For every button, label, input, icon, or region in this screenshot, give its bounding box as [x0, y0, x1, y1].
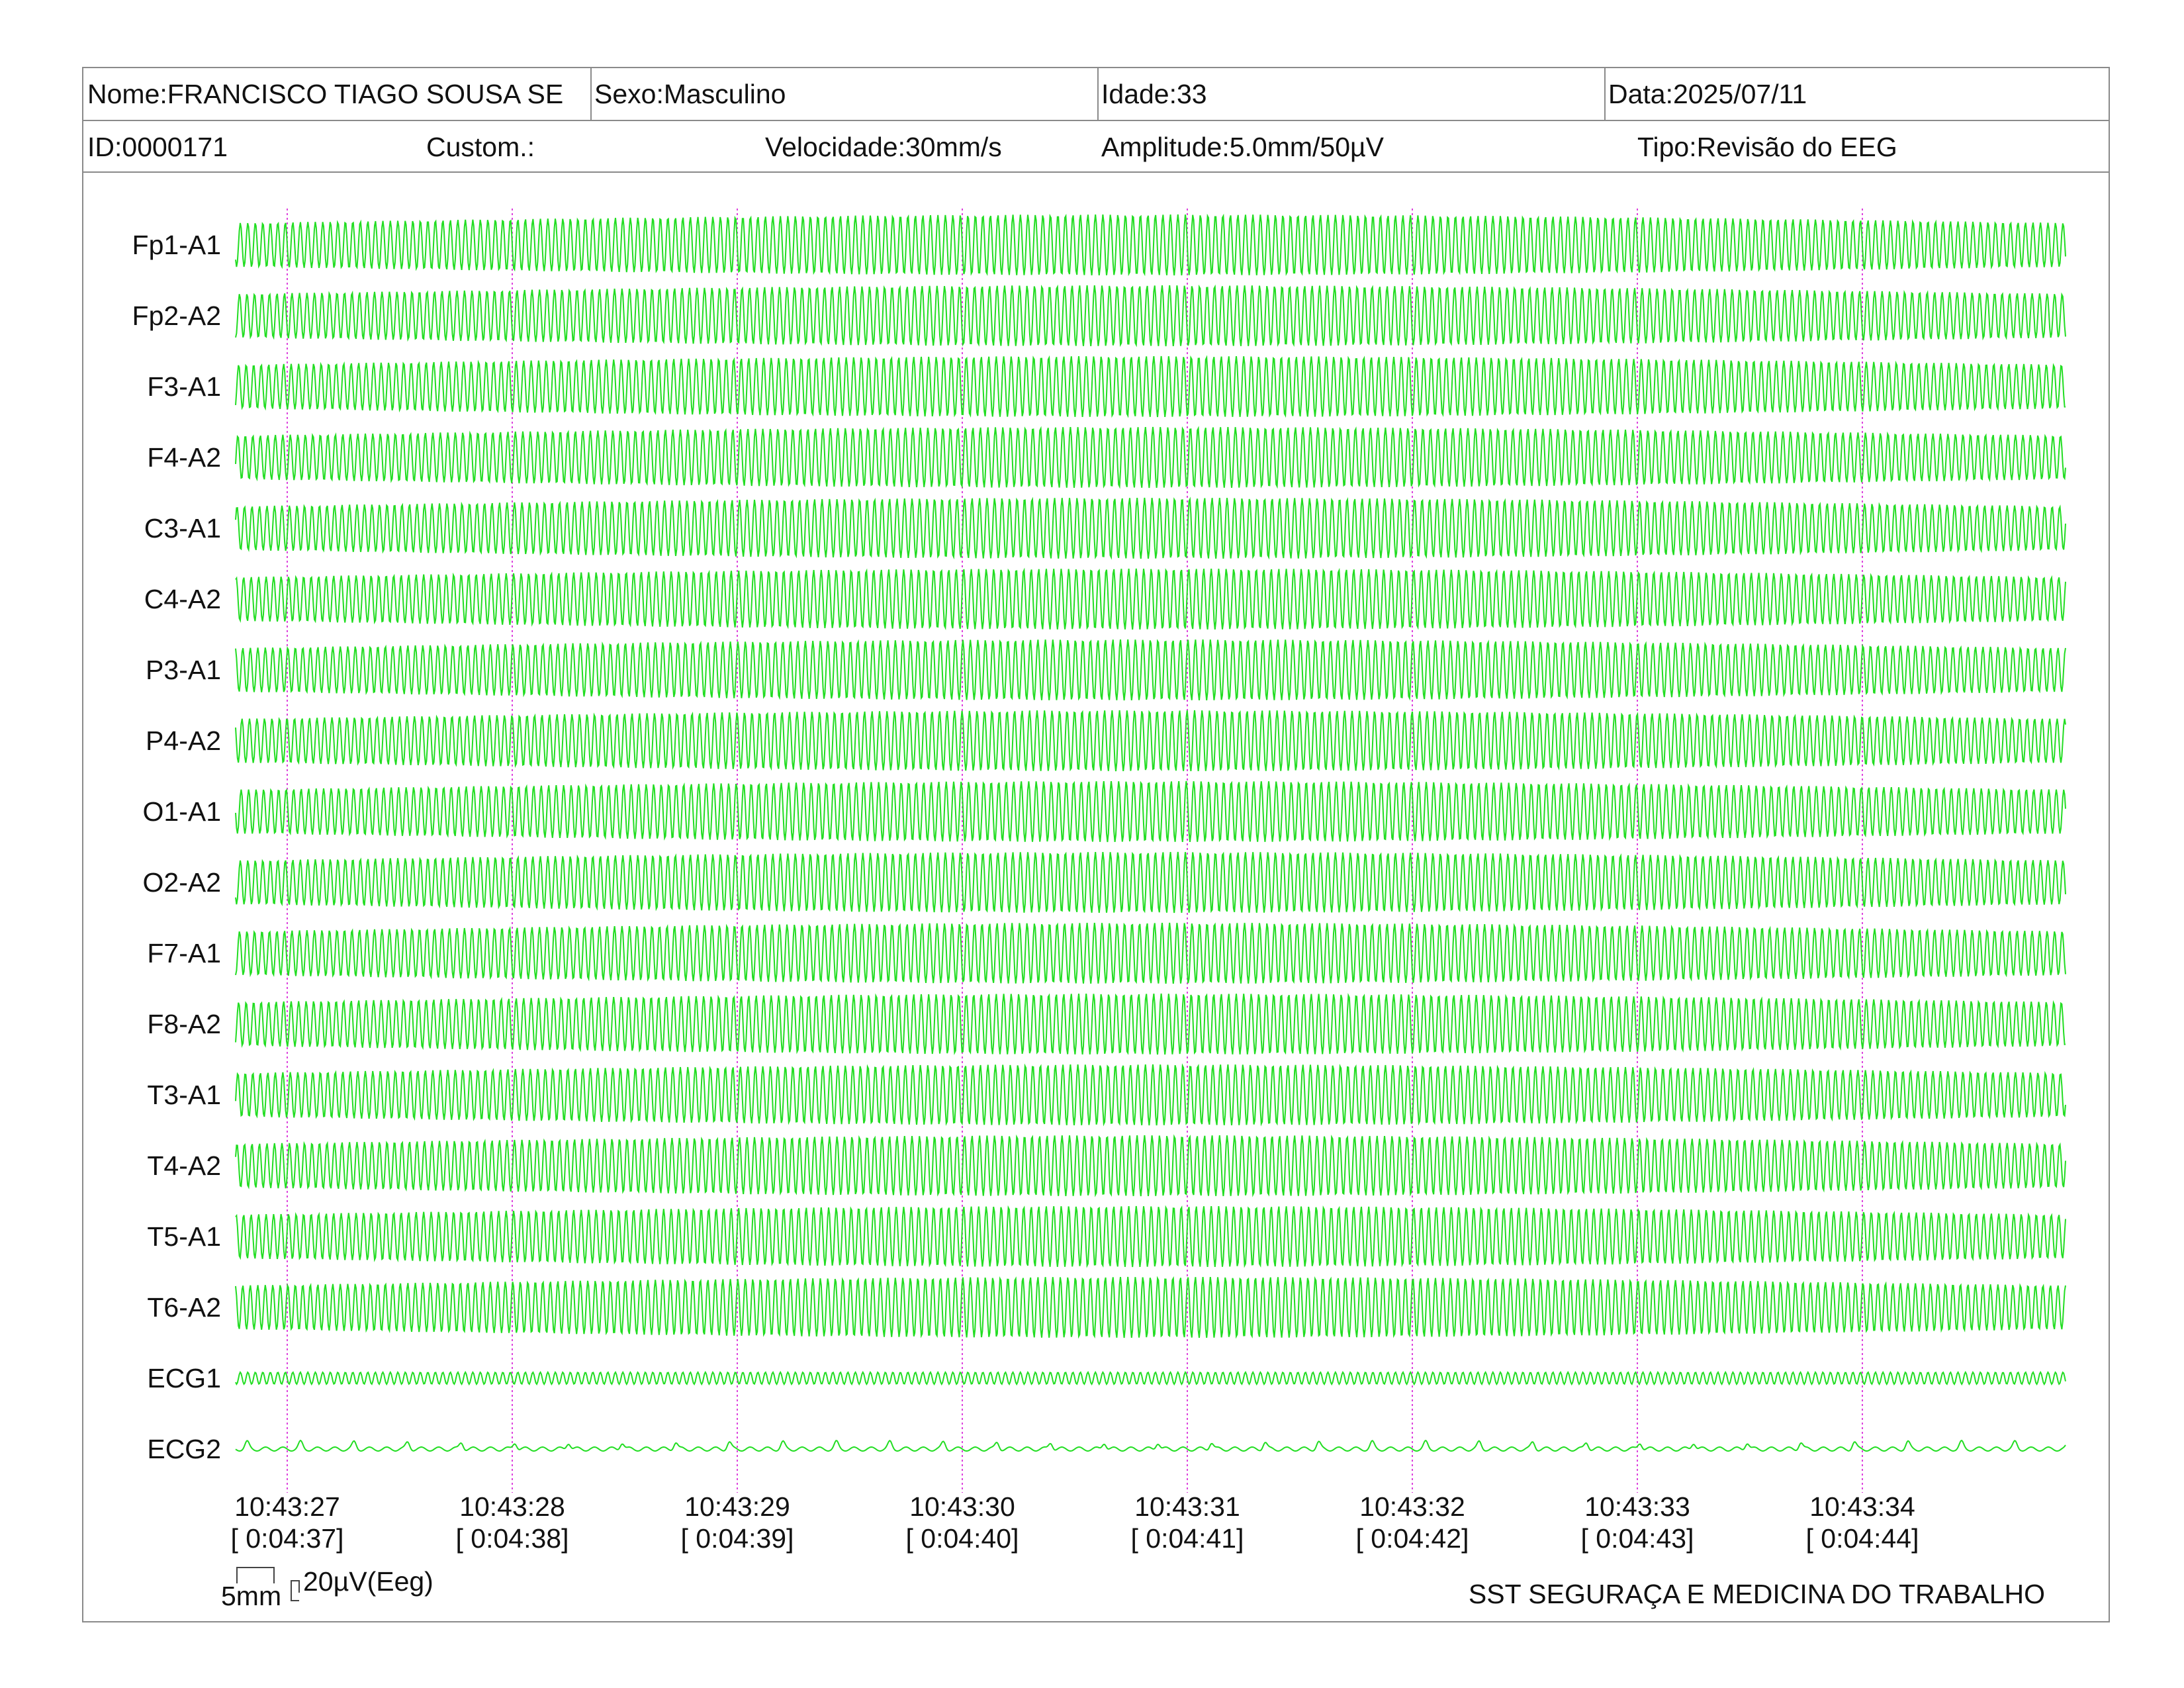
channel-label: P3-A1: [146, 655, 221, 685]
trace-t4-a2: [235, 1134, 2066, 1197]
tick-clock-label: 10:43:27: [234, 1491, 340, 1522]
exam-type: Tipo:Revisão do EEG: [1637, 132, 1897, 162]
time-scale-label: 5mm: [221, 1581, 282, 1611]
channel-label: ECG2: [147, 1434, 221, 1464]
tick-clock-label: 10:43:29: [684, 1491, 790, 1522]
channel-label: P4-A2: [146, 726, 221, 756]
channel-label: T4-A2: [147, 1150, 221, 1181]
trace-t3-a1: [235, 1063, 2066, 1127]
trace-o1-a1: [235, 780, 2066, 843]
exam-date: Data:2025/07/11: [1608, 79, 1807, 109]
trace-f7-a1: [235, 922, 2066, 984]
tick-clock-label: 10:43:32: [1359, 1491, 1465, 1522]
channel-label: C4-A2: [144, 584, 221, 614]
patient-name: Nome:FRANCISCO TIAGO SOUSA SE: [87, 79, 564, 109]
trace-fp2-a2: [235, 284, 2066, 348]
trace-fp1-a1: [235, 213, 2066, 277]
trace-p4-a2: [235, 710, 2066, 772]
trace-ecg1: [235, 1370, 2066, 1386]
trace-o2-a2: [235, 851, 2066, 914]
amplitude-scale-label: 20µV(Eeg): [303, 1566, 433, 1597]
channel-label: F7-A1: [147, 938, 221, 968]
tick-elapsed-label: [ 0:04:40]: [906, 1523, 1019, 1554]
eeg-traces: [235, 213, 2066, 1452]
channel-label: ECG1: [147, 1363, 221, 1393]
second-marker-lines: [287, 209, 1863, 1493]
tick-elapsed-label: [ 0:04:43]: [1581, 1523, 1694, 1554]
tick-elapsed-label: [ 0:04:38]: [456, 1523, 569, 1554]
header-row-patient: Nome:FRANCISCO TIAGO SOUSA SE Sexo:Mascu…: [83, 68, 2109, 121]
trace-f3-a1: [235, 355, 2066, 418]
channel-label: F8-A2: [147, 1009, 221, 1039]
tick-clock-label: 10:43:31: [1134, 1491, 1240, 1522]
tick-clock-label: 10:43:30: [909, 1491, 1015, 1522]
trace-c3-a1: [235, 496, 2066, 560]
custom-field: Custom.:: [426, 132, 535, 162]
header-divider: [590, 68, 592, 120]
trace-t6-a2: [235, 1276, 2066, 1339]
patient-sex: Sexo:Masculino: [594, 79, 786, 109]
trace-c4-a2: [235, 567, 2066, 630]
trace-f8-a2: [235, 992, 2066, 1056]
channel-labels: Fp1-A1 Fp2-A2 F3-A1 F4-A2 C3-A1 C4-A2 P3-A1 P4-…: [132, 230, 221, 1464]
channel-label: O1-A1: [143, 796, 222, 827]
time-tick-labels: 10:43:27[ 0:04:37] 10:43:28[ 0:04:38] 10:4…: [231, 1491, 1919, 1554]
calibration-bracket: [236, 1567, 300, 1601]
tick-elapsed-label: [ 0:04:41]: [1131, 1523, 1244, 1554]
channel-label: T6-A2: [147, 1292, 221, 1323]
tick-elapsed-label: [ 0:04:42]: [1356, 1523, 1469, 1554]
trace-t5-a1: [235, 1205, 2066, 1268]
patient-id: ID:0000171: [87, 132, 228, 162]
tick-elapsed-label: [ 0:04:39]: [681, 1523, 794, 1554]
channel-label: T5-A1: [147, 1221, 221, 1252]
channel-label: Fp1-A1: [132, 230, 221, 260]
channel-label: Fp2-A2: [132, 301, 221, 331]
channel-label: F4-A2: [147, 442, 221, 473]
trace-p3-a1: [235, 639, 2066, 701]
tick-clock-label: 10:43:34: [1809, 1491, 1915, 1522]
channel-label: O2-A2: [143, 867, 222, 898]
tick-clock-label: 10:43:28: [459, 1491, 565, 1522]
channel-label: T3-A1: [147, 1080, 221, 1110]
header-divider: [1604, 68, 1606, 120]
trace-f4-a2: [235, 426, 2066, 489]
company-name: SST SEGURAÇA E MEDICINA DO TRABALHO: [1468, 1579, 2045, 1609]
channel-label: C3-A1: [144, 513, 221, 543]
patient-age: Idade:33: [1101, 79, 1207, 109]
tick-elapsed-label: [ 0:04:44]: [1806, 1523, 1919, 1554]
header-row-exam: ID:0000171 Custom.: Velocidade:30mm/s Am…: [83, 121, 2109, 173]
channel-label: F3-A1: [147, 371, 221, 402]
trace-ecg2: [235, 1439, 2066, 1452]
tick-elapsed-label: [ 0:04:37]: [231, 1523, 344, 1554]
speed-setting: Velocidade:30mm/s: [765, 132, 1002, 162]
report-frame: Nome:FRANCISCO TIAGO SOUSA SE Sexo:Mascu…: [82, 67, 2110, 1622]
tick-clock-label: 10:43:33: [1584, 1491, 1690, 1522]
header-divider: [1097, 68, 1099, 120]
amplitude-setting: Amplitude:5.0mm/50µV: [1101, 132, 1384, 162]
